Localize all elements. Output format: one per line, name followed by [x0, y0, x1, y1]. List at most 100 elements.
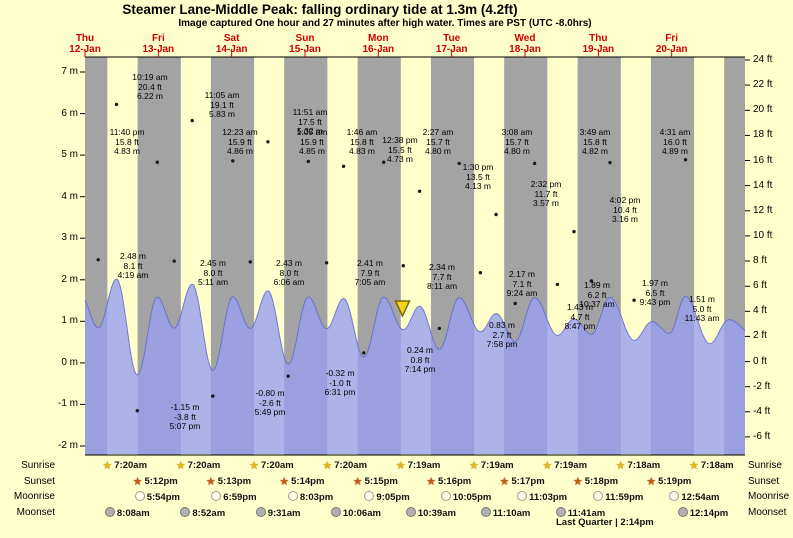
- astro-row-label-left: Sunset: [5, 476, 55, 487]
- astro-time: 7:18am: [627, 460, 660, 471]
- tide-low-annotation: 1.51 m5.0 ft11:43 am: [677, 295, 727, 324]
- astro-time: 10:05pm: [453, 492, 492, 503]
- tide-high-annotation: 4:31 am16.0 ft4.89 m: [650, 128, 700, 157]
- moonrise-icon: [288, 491, 298, 501]
- y-axis-label-feet: 24 ft: [753, 54, 793, 65]
- sunrise-item: ★7:20am: [249, 460, 294, 472]
- annotation-line: 3.16 m: [600, 215, 650, 225]
- day-label: Thu19-Jan: [562, 33, 634, 55]
- sunset-item: ★5:18pm: [573, 476, 618, 488]
- astro-time: 7:20am: [334, 460, 367, 471]
- day-label: Fri13-Jan: [122, 33, 194, 55]
- sunrise-item: ★7:20am: [176, 460, 221, 472]
- sunrise-star-icon: ★: [322, 460, 332, 472]
- moonset-item: 11:10am: [481, 507, 531, 520]
- annotation-line: 6:31 pm: [315, 388, 365, 398]
- y-axis-label-feet: 0 ft: [753, 356, 793, 367]
- tide-low-annotation: 2.41 m7.9 ft7:05 am: [345, 259, 395, 288]
- moonrise-icon: [593, 491, 603, 501]
- sunset-star-icon: ★: [426, 476, 436, 488]
- annotation-line: 8:47 pm: [555, 322, 605, 332]
- day-label-line: 17-Jan: [416, 44, 488, 55]
- day-label-line: 13-Jan: [122, 44, 194, 55]
- sunrise-item: ★7:19am: [542, 460, 587, 472]
- tide-high-annotation: 11:40 pm15.8 ft4.83 m: [102, 128, 152, 157]
- sunset-item: ★5:12pm: [133, 476, 178, 488]
- astro-time: 7:19am: [554, 460, 587, 471]
- y-axis-label-feet: 14 ft: [753, 180, 793, 191]
- day-label-line: Sun: [269, 33, 341, 44]
- y-axis-label-feet: -2 ft: [753, 381, 793, 392]
- sunrise-star-icon: ★: [469, 460, 479, 472]
- astro-time: 9:31am: [268, 508, 301, 519]
- y-axis-label-meters: 2 m: [38, 274, 78, 285]
- tide-high-annotation: 12:23 am15.9 ft4.86 m: [215, 128, 265, 157]
- astro-time: 5:18pm: [585, 476, 618, 487]
- sunset-item: ★5:19pm: [646, 476, 691, 488]
- sunset-star-icon: ★: [353, 476, 363, 488]
- day-label-line: Mon: [342, 33, 414, 44]
- astro-time: 7:19am: [408, 460, 441, 471]
- moonset-item: 10:39am: [406, 507, 456, 520]
- astro-time: 5:19pm: [658, 476, 691, 487]
- astro-row-label-left: Sunrise: [5, 460, 55, 471]
- day-label: Wed18-Jan: [489, 33, 561, 55]
- moonrise-icon: [135, 491, 145, 501]
- annotation-line: 6:06 am: [264, 278, 314, 288]
- sunrise-star-icon: ★: [249, 460, 259, 472]
- sunrise-star-icon: ★: [102, 460, 112, 472]
- y-axis-label-feet: 4 ft: [753, 305, 793, 316]
- day-label: Sat14-Jan: [196, 33, 268, 55]
- astro-time: 5:17pm: [511, 476, 544, 487]
- astro-time: 8:03pm: [300, 492, 333, 503]
- moonrise-item: 11:03pm: [517, 491, 567, 504]
- y-axis-label-meters: -1 m: [38, 398, 78, 409]
- day-label-line: Sat: [196, 33, 268, 44]
- moonrise-icon: [364, 491, 374, 501]
- day-label-line: Fri: [636, 33, 708, 44]
- day-label: Sun15-Jan: [269, 33, 341, 55]
- moonrise-item: 9:05pm: [364, 491, 409, 504]
- y-axis-label-feet: 16 ft: [753, 155, 793, 166]
- tide-low-annotation: 0.24 m0.8 ft7:14 pm: [395, 346, 445, 375]
- moonrise-item: 12:54am: [669, 491, 719, 504]
- moonrise-item: 10:05pm: [441, 491, 492, 504]
- astro-time: 7:20am: [261, 460, 294, 471]
- y-axis-label-meters: 3 m: [38, 232, 78, 243]
- y-axis-label-meters: 5 m: [38, 149, 78, 160]
- y-axis-label-meters: 4 m: [38, 191, 78, 202]
- tide-low-annotation: 0.83 m2.7 ft7:58 pm: [477, 321, 527, 350]
- day-label-line: 14-Jan: [196, 44, 268, 55]
- moonrise-item: 5:54pm: [135, 491, 180, 504]
- annotation-line: 10:37 am: [572, 300, 622, 310]
- astro-time: 7:20am: [188, 460, 221, 471]
- y-axis-label-meters: 7 m: [38, 66, 78, 77]
- day-label-line: 18-Jan: [489, 44, 561, 55]
- moonrise-icon: [441, 491, 451, 501]
- annotation-line: 4.85 m: [287, 147, 337, 157]
- tide-low-annotation: -0.32 m-1.0 ft6:31 pm: [315, 369, 365, 398]
- astro-time: 11:10am: [493, 508, 531, 519]
- moonset-item: 8:52am: [180, 507, 225, 520]
- astro-row-label-left: Moonrise: [5, 491, 55, 502]
- astro-time: 10:39am: [418, 508, 456, 519]
- annotation-line: 7:05 am: [345, 278, 395, 288]
- day-label: Fri20-Jan: [636, 33, 708, 55]
- annotation-line: 8:11 am: [417, 282, 467, 292]
- moonset-icon: [406, 507, 416, 517]
- day-label-line: Thu: [562, 33, 634, 44]
- y-axis-label-meters: 1 m: [38, 315, 78, 326]
- day-label: Tue17-Jan: [416, 33, 488, 55]
- moonset-item: 9:31am: [256, 507, 301, 520]
- sunset-star-icon: ★: [206, 476, 216, 488]
- y-axis-label-feet: 20 ft: [753, 104, 793, 115]
- y-axis-label-feet: -4 ft: [753, 406, 793, 417]
- y-axis-label-feet: 6 ft: [753, 280, 793, 291]
- annotation-line: 4.83 m: [102, 147, 152, 157]
- sunset-item: ★5:13pm: [206, 476, 251, 488]
- tide-low-annotation: 1.89 m6.2 ft10:37 am: [572, 281, 622, 310]
- sunset-item: ★5:15pm: [353, 476, 398, 488]
- annotation-line: 5.83 m: [197, 110, 247, 120]
- annotation-line: 4.82 m: [570, 147, 620, 157]
- day-label-line: Thu: [49, 33, 121, 44]
